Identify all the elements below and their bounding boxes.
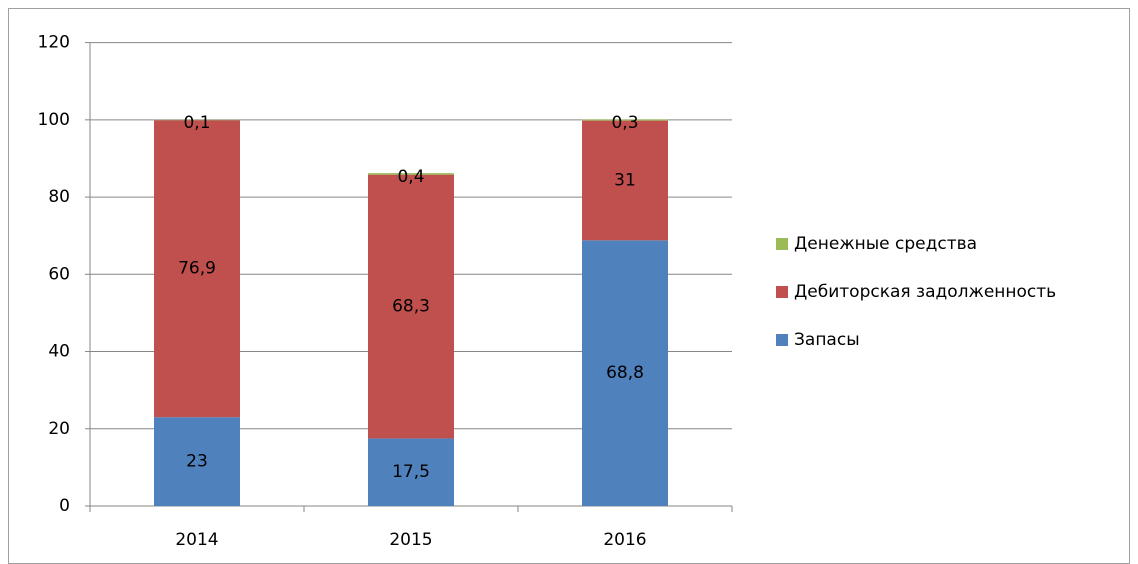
bar-segment (368, 438, 454, 506)
bar-segment (154, 417, 240, 506)
data-label: 0,1 (183, 113, 210, 133)
x-tick-label: 2015 (389, 530, 432, 550)
data-label: 31 (614, 170, 636, 190)
y-tick-label: 100 (38, 110, 70, 130)
data-label: 0,3 (611, 113, 638, 133)
data-label: 23 (186, 452, 208, 472)
bar-segment (582, 119, 668, 121)
legend-label: Денежные средства (794, 234, 977, 254)
y-tick-label: 20 (48, 419, 70, 439)
y-tick-label: 80 (48, 187, 70, 207)
y-tick-label: 60 (48, 264, 70, 284)
bar-segment (368, 173, 454, 175)
bar-segment (582, 240, 668, 507)
data-label: 68,3 (392, 297, 430, 317)
data-label: 17,5 (392, 462, 430, 482)
legend-swatch (776, 286, 788, 298)
data-label: 76,9 (178, 259, 216, 279)
legend-swatch (776, 238, 788, 250)
x-tick-label: 2014 (175, 530, 218, 550)
x-tick-label: 2016 (603, 530, 646, 550)
y-tick-label: 40 (48, 342, 70, 362)
legend-label: Запасы (794, 330, 860, 350)
legend-label: Дебиторская задолженность (794, 282, 1056, 302)
data-label: 0,4 (397, 167, 424, 187)
legend-swatch (776, 334, 788, 346)
bar-segment (582, 120, 668, 241)
data-label: 68,8 (606, 363, 644, 383)
bar-segment (154, 120, 240, 418)
y-tick-label: 0 (59, 496, 70, 516)
bar-segment (368, 174, 454, 439)
y-tick-label: 120 (38, 33, 70, 53)
